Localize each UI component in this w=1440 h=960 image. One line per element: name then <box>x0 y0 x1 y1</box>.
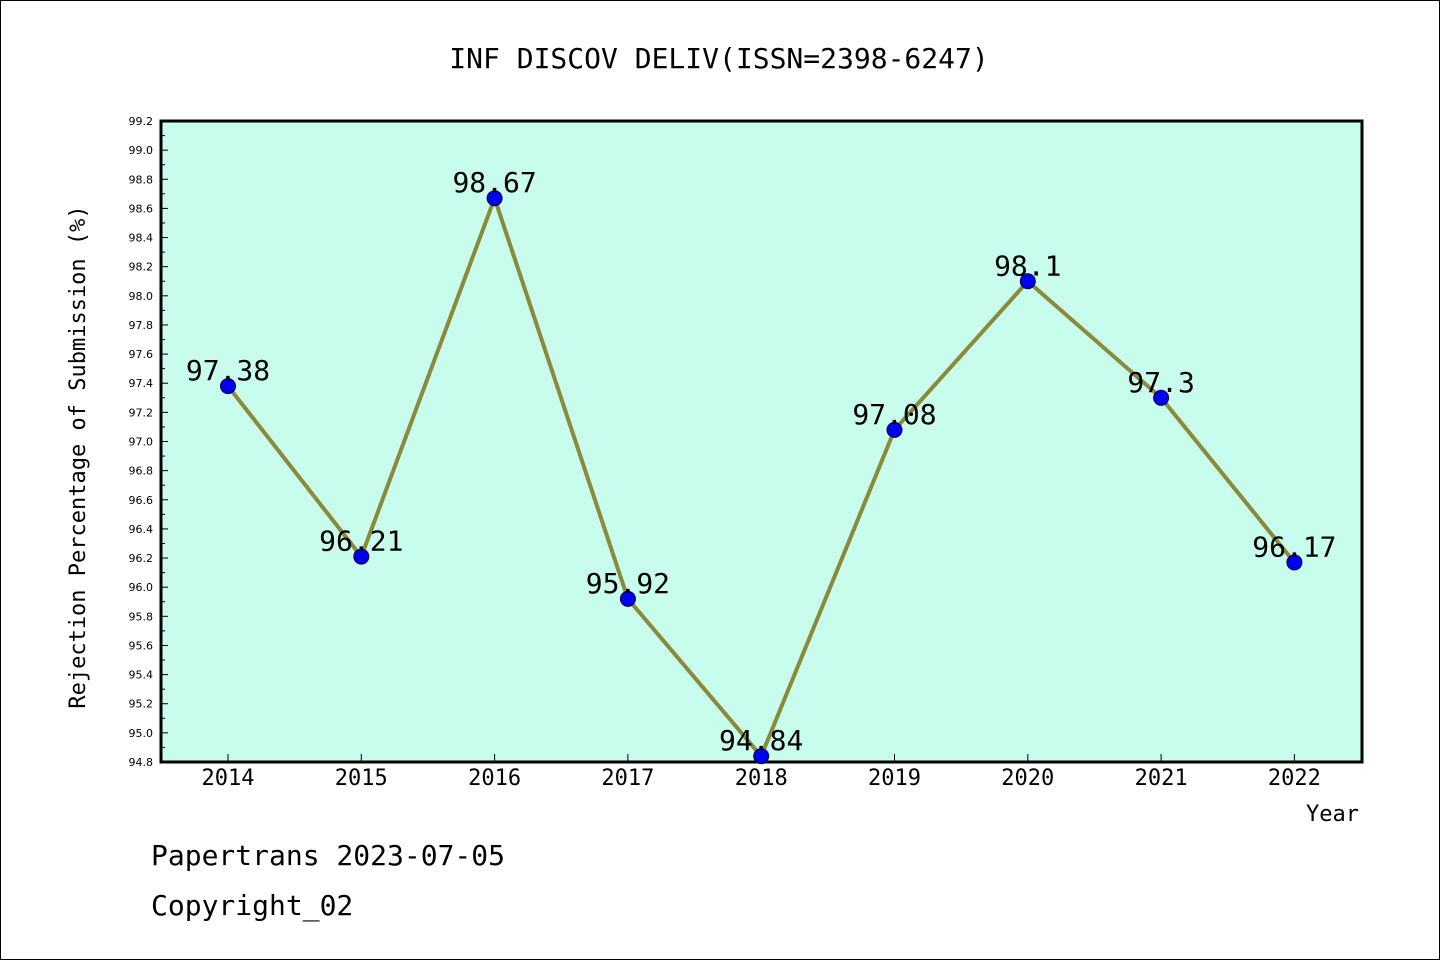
data-series: 97.38 96.21 98.67 95.92 94.84 97.08 98.1 97.3 96… <box>186 166 1337 765</box>
y-tick-label: 98.6 <box>129 202 154 215</box>
data-label: 97.3 <box>1127 366 1194 399</box>
y-tick-label: 97.0 <box>129 436 154 449</box>
y-axis-label: Rejection Percentage of Submission (%) <box>66 205 91 708</box>
data-label: 96.21 <box>319 525 403 558</box>
y-tick-label: 98.8 <box>129 173 154 186</box>
data-point <box>619 590 636 607</box>
data-label: 97.08 <box>852 398 936 431</box>
x-tick-label: 2018 <box>735 766 788 791</box>
x-tick-label: 2019 <box>868 766 921 791</box>
data-label: 97.38 <box>186 354 270 387</box>
x-tick-label: 2014 <box>202 766 255 791</box>
x-tick-label: 2015 <box>335 766 388 791</box>
data-point <box>1019 273 1036 290</box>
x-tick-label: 2021 <box>1135 766 1188 791</box>
data-point <box>220 378 236 395</box>
y-tick-label: 96.2 <box>129 552 154 565</box>
y-tick-label: 96.0 <box>129 581 154 594</box>
footer-date: Papertrans 2023-07-05 <box>151 839 505 872</box>
y-tick-label: 98.4 <box>129 232 154 245</box>
y-tick-label: 99.2 <box>129 115 154 128</box>
y-tick-label: 96.6 <box>129 494 154 507</box>
y-tick-label: 98.0 <box>129 290 154 303</box>
y-axis: 94.8 95.0 95.2 95.4 95.6 95.8 96.0 96.2 96.4 96.6… <box>129 115 168 769</box>
y-tick-label: 95.0 <box>129 727 154 740</box>
y-tick-label: 97.8 <box>129 319 154 332</box>
x-tick-label: 2020 <box>1001 766 1054 791</box>
footer-copyright: Copyright_02 <box>151 889 353 923</box>
data-label: 96.17 <box>1252 530 1336 563</box>
y-tick-label: 95.2 <box>129 698 154 711</box>
y-tick-label: 96.4 <box>129 523 154 536</box>
data-label: 95.92 <box>586 567 670 600</box>
x-axis: 2014 2015 2016 2017 2018 2019 2020 2021 2022 <box>202 754 1321 791</box>
y-tick-label: 97.4 <box>129 377 154 390</box>
data-point <box>353 548 370 565</box>
data-point <box>486 190 503 207</box>
y-tick-label: 95.6 <box>129 639 154 652</box>
y-tick-label: 94.8 <box>129 756 154 769</box>
data-label: 98.1 <box>994 249 1061 282</box>
x-tick-label: 2016 <box>468 766 521 791</box>
data-point <box>886 421 903 438</box>
data-point <box>1286 554 1303 571</box>
x-tick-label: 2022 <box>1268 766 1321 791</box>
y-tick-label: 98.2 <box>129 261 154 274</box>
y-tick-label: 99.0 <box>129 144 154 157</box>
chart-title: INF DISCOV DELIV(ISSN=2398-6247) <box>449 42 988 75</box>
data-label: 94.84 <box>719 724 803 757</box>
data-label: 98.67 <box>452 166 536 199</box>
y-tick-label: 97.6 <box>129 348 154 361</box>
plot-area <box>159 119 1364 764</box>
y-tick-label: 97.2 <box>129 406 154 419</box>
y-tick-label: 96.8 <box>129 465 154 478</box>
y-tick-label: 95.8 <box>129 610 154 623</box>
x-axis-label: Year <box>1306 802 1359 827</box>
y-tick-label: 95.4 <box>129 669 154 682</box>
data-point <box>1153 389 1170 406</box>
data-point <box>753 748 770 765</box>
x-tick-label: 2017 <box>601 766 654 791</box>
